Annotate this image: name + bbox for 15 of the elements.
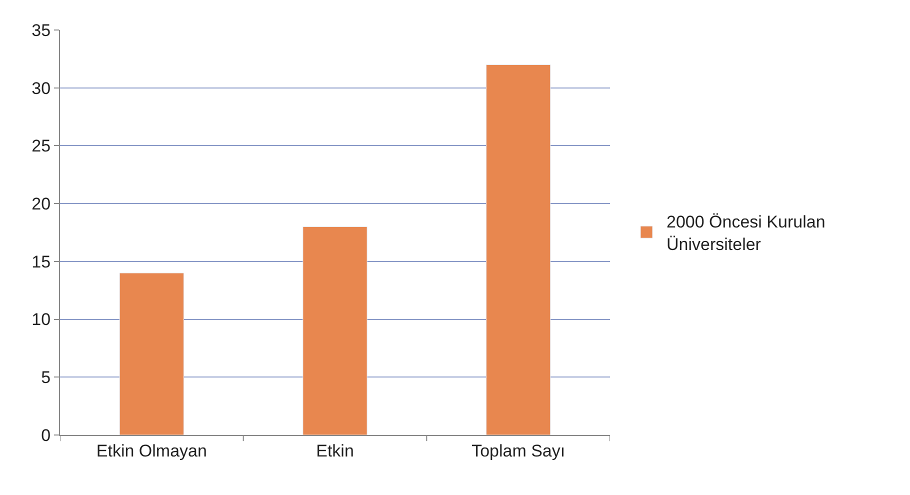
x-tick-label: Etkin Olmayan [96, 441, 207, 460]
y-tick-label: 20 [32, 194, 51, 214]
y-tick-label: 10 [32, 310, 51, 330]
y-tick-label: 35 [32, 20, 51, 40]
bar [302, 226, 368, 435]
bar [119, 272, 184, 435]
bar [486, 64, 551, 435]
y-tick-label: 15 [32, 252, 51, 272]
y-tick-label: 30 [32, 78, 51, 98]
y-tick-label: 5 [41, 368, 51, 388]
legend-label: 2000 Öncesi Kurulan Üniversiteler [666, 212, 826, 254]
x-tick-label: Etkin [316, 441, 354, 460]
y-tick-label: 0 [41, 426, 51, 445]
x-tick-label: Toplam Sayı [472, 441, 566, 460]
y-tick-label: 25 [32, 136, 51, 156]
